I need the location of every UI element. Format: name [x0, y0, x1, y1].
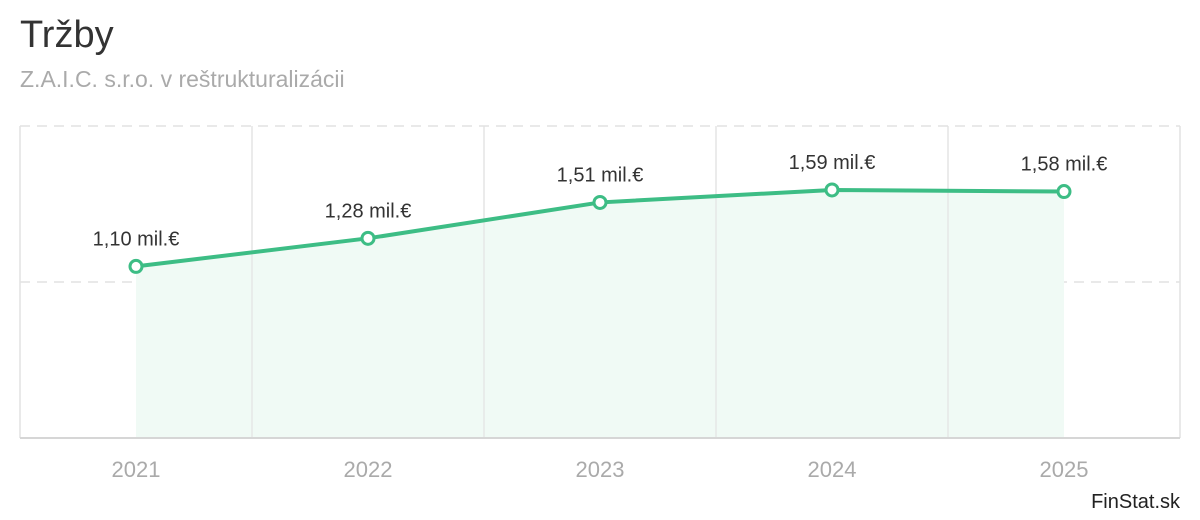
- source-credit: FinStat.sk: [1091, 491, 1180, 513]
- x-tick-label: 2021: [112, 457, 161, 482]
- x-tick-label: 2024: [808, 457, 857, 482]
- x-tick-label: 2025: [1040, 457, 1089, 482]
- axis-layer: 2021 2022 2023 2024 2025: [20, 437, 1180, 482]
- area-layer: [136, 126, 1064, 438]
- point-layer: [128, 182, 1072, 274]
- data-label: 1,28 mil.€: [325, 200, 412, 222]
- data-label: 1,58 mil.€: [1021, 154, 1108, 176]
- series-area: [136, 189, 1064, 438]
- data-label: 1,10 mil.€: [93, 228, 180, 250]
- data-point: [128, 258, 144, 274]
- label-layer: 1,10 mil.€ 1,28 mil.€ 1,51 mil.€ 1,59 mil.€…: [93, 152, 1108, 250]
- x-tick-label: 2022: [344, 457, 393, 482]
- data-label: 1,51 mil.€: [557, 164, 644, 186]
- chart-title: Tržby: [20, 14, 114, 56]
- data-point: [824, 182, 840, 198]
- data-label: 1,59 mil.€: [789, 152, 876, 174]
- x-tick-label: 2023: [576, 457, 625, 482]
- data-point: [592, 194, 608, 210]
- data-point: [360, 230, 376, 246]
- chart-subtitle: Z.A.I.C. s.r.o. v reštrukturalizácii: [20, 66, 345, 92]
- data-point: [1056, 184, 1072, 200]
